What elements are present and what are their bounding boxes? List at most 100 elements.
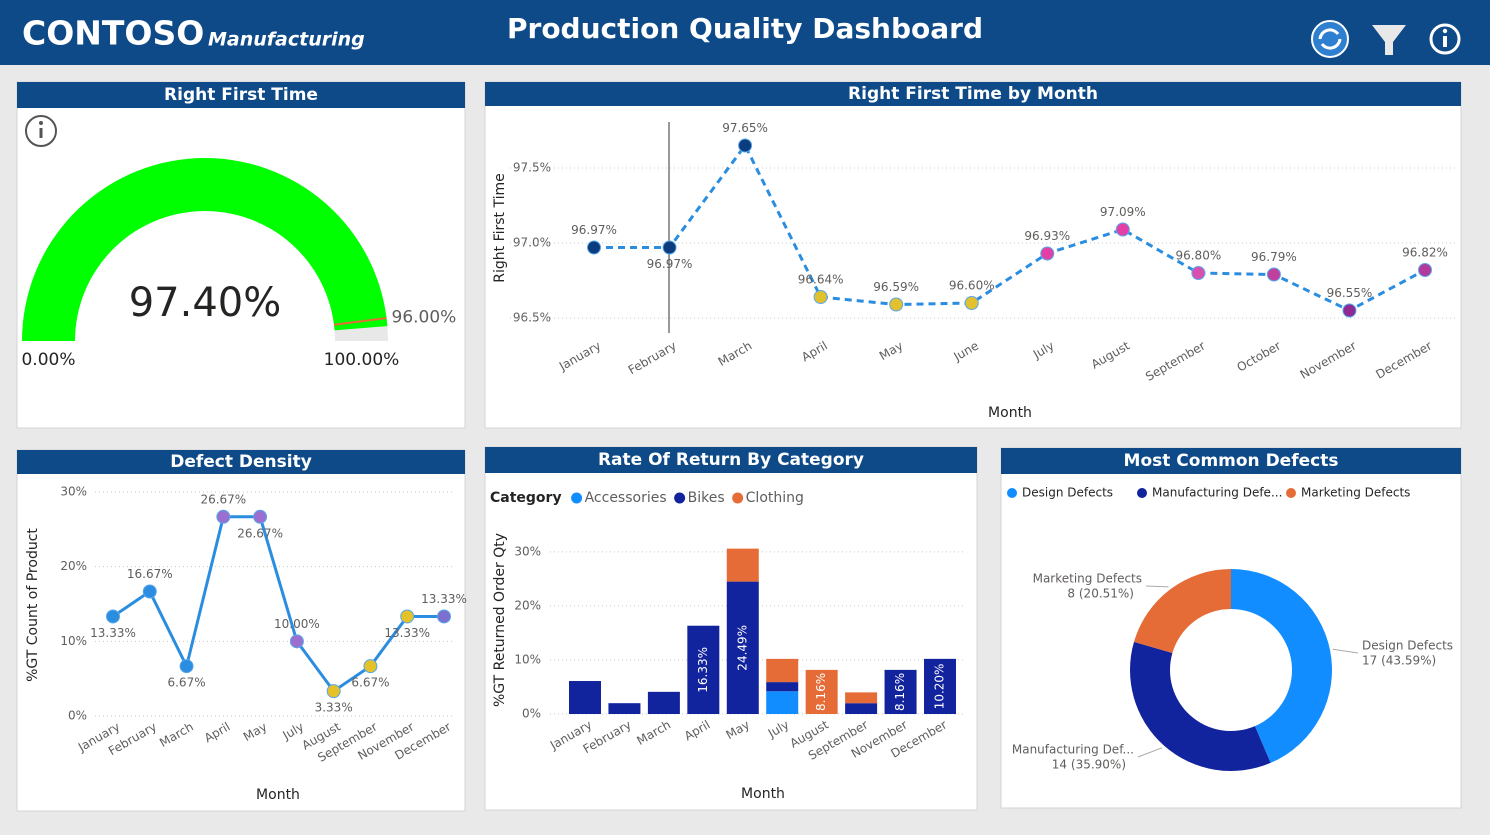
y-tick-label: 10% — [60, 634, 87, 648]
info-dot — [39, 121, 43, 125]
bar — [884, 669, 917, 714]
legend-swatch — [1137, 488, 1147, 498]
point — [1115, 222, 1130, 237]
point — [253, 509, 268, 524]
panel-title: Defect Density — [170, 452, 312, 472]
data-label: 10.00% — [274, 617, 320, 631]
point — [1418, 263, 1432, 277]
gauge-range-label: 0.00% — [21, 350, 75, 370]
y-axis-title: %GT Count of Product — [25, 528, 41, 682]
legend-label: Clothing — [746, 490, 804, 506]
point — [179, 659, 194, 674]
data-label: 96.80% — [1175, 249, 1221, 263]
bar — [845, 703, 878, 714]
y-tick-label: 30% — [514, 544, 541, 558]
refresh-icon[interactable] — [1311, 20, 1349, 58]
point — [738, 138, 753, 153]
y-tick-label: 10% — [514, 652, 541, 666]
bar — [569, 681, 601, 714]
data-label: 96.97% — [647, 257, 693, 271]
info-glyph — [1443, 36, 1447, 47]
point — [1040, 246, 1055, 261]
data-label: Design Defects — [1362, 639, 1453, 653]
bar — [608, 703, 641, 714]
donut-slice — [1133, 569, 1231, 654]
point — [1266, 267, 1281, 282]
legend-swatch — [674, 492, 686, 504]
data-label: 96.93% — [1024, 229, 1070, 243]
point — [587, 240, 601, 255]
legend-label: Manufacturing Defe... — [1152, 486, 1282, 500]
data-label: 16.67% — [127, 567, 173, 581]
bar — [726, 581, 759, 714]
point — [662, 240, 677, 255]
gauge-value — [22, 157, 388, 341]
info-icon[interactable] — [1429, 23, 1461, 55]
refresh-button[interactable] — [1311, 20, 1349, 58]
data-label: 16.33% — [696, 647, 710, 693]
data-label: 6.67% — [167, 676, 205, 690]
bar — [726, 548, 759, 582]
data-label: 3.33% — [315, 701, 353, 715]
panel — [16, 449, 466, 812]
donut-slice — [1231, 569, 1332, 763]
bar — [805, 669, 838, 714]
panel-title: Most Common Defects — [1124, 451, 1339, 471]
panel-header — [485, 447, 977, 473]
data-label: 96.97% — [571, 223, 617, 237]
panel-title: Rate Of Return By Category — [598, 450, 864, 470]
header-bar — [0, 0, 1490, 65]
info-icon[interactable] — [25, 115, 57, 147]
point — [437, 609, 451, 624]
panel-header — [17, 82, 465, 108]
leader-line — [1137, 747, 1163, 758]
data-label: 13.33% — [384, 626, 430, 640]
data-label: 8.16% — [814, 673, 828, 711]
data-label: 13.33% — [421, 592, 467, 606]
y-tick-label: 0% — [522, 707, 541, 721]
data-label: 24.49% — [735, 625, 749, 671]
filter-button[interactable] — [1372, 25, 1406, 55]
y-tick-label: 0% — [68, 709, 87, 723]
y-tick-label: 20% — [514, 598, 541, 612]
data-label: 26.67% — [200, 492, 246, 506]
y-tick-label: 97.0% — [513, 236, 551, 250]
gauge-value-label: 97.40% — [129, 280, 282, 326]
data-label: 8.16% — [893, 673, 907, 711]
panel-header — [17, 450, 465, 474]
gauge-target — [333, 317, 387, 326]
legend-swatch — [1286, 488, 1296, 498]
info-glyph — [39, 128, 43, 138]
brand-sub: Manufacturing — [208, 29, 365, 51]
legend-swatch — [732, 492, 744, 504]
y-tick-label: 96.5% — [513, 311, 551, 325]
point — [400, 609, 415, 624]
point — [813, 290, 828, 304]
legend-label: Bikes — [688, 490, 725, 506]
leader-line — [1332, 648, 1359, 654]
point — [1342, 303, 1357, 318]
page-title: Production Quality Dashboard — [507, 12, 983, 45]
data-label: 10.20% — [933, 664, 947, 710]
gauge-range-label: 100.00% — [324, 350, 400, 370]
line — [594, 142, 1426, 313]
data-label: 17 (43.59%) — [1362, 654, 1436, 668]
bar — [687, 625, 720, 714]
data-label: 96.59% — [873, 280, 919, 294]
bar — [845, 692, 878, 704]
panel-title: Right First Time — [164, 85, 318, 105]
data-label: 96.55% — [1327, 286, 1373, 300]
line — [112, 515, 444, 694]
point — [216, 509, 231, 524]
y-tick-label: 30% — [60, 484, 87, 498]
data-label: Marketing Defects — [1033, 572, 1142, 586]
info-button[interactable] — [1429, 23, 1461, 55]
point — [142, 584, 157, 599]
data-label: 13.33% — [90, 626, 136, 640]
panel — [484, 81, 1462, 429]
panel-header — [485, 82, 1461, 106]
data-label: 26.67% — [237, 526, 283, 540]
data-label: 96.79% — [1251, 250, 1297, 264]
x-axis-title: Month — [256, 787, 300, 803]
